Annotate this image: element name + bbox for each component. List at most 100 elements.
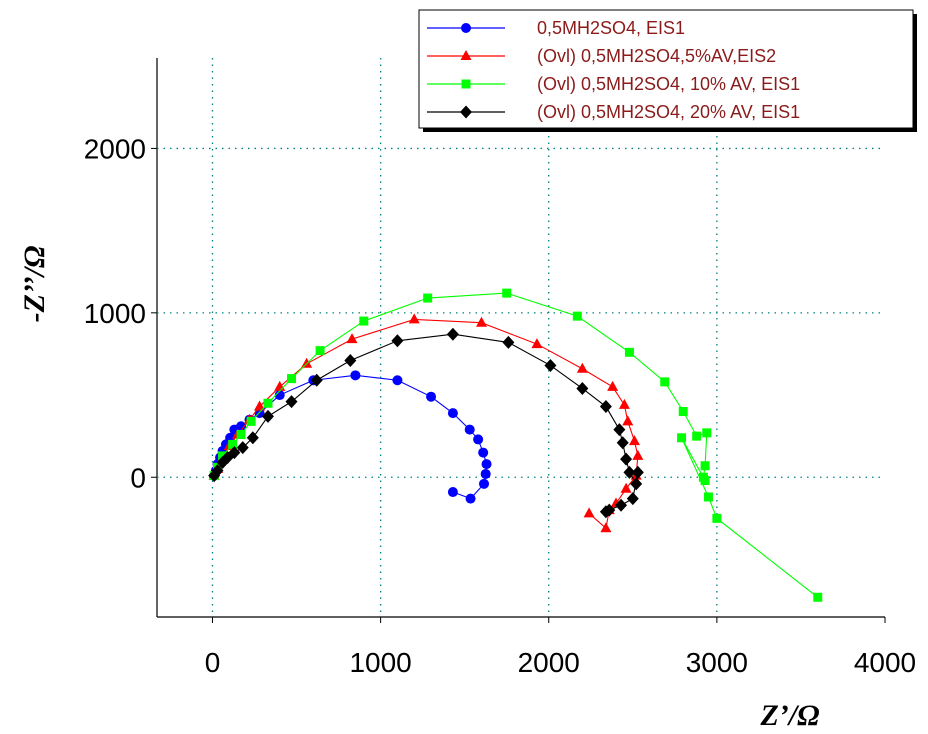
data-point bbox=[631, 465, 644, 479]
legend-item: (Ovl) 0,5MH2SO4, 20% AV, EIS1 bbox=[427, 102, 800, 122]
series-line bbox=[213, 333, 639, 513]
x-tick-label: 4000 bbox=[854, 647, 916, 678]
y-tick-label: 1000 bbox=[84, 298, 146, 329]
grid-lines bbox=[157, 58, 885, 617]
axis-ticks: 0 1000 2000 3000 4000 0 1000 2000 bbox=[84, 133, 916, 678]
x-tick-label: 2000 bbox=[518, 647, 580, 678]
data-point bbox=[285, 395, 298, 409]
data-point bbox=[254, 400, 266, 411]
legend-item: 0,5MH2SO4, EIS1 bbox=[427, 18, 685, 38]
x-tick-label: 0 bbox=[205, 647, 221, 678]
legend-box bbox=[418, 9, 914, 129]
data-point bbox=[261, 409, 274, 423]
data-point bbox=[813, 592, 823, 602]
legend-item: (Ovl) 0,5MH2SO4,5%AV,EIS2 bbox=[427, 46, 776, 66]
x-axis-title: Z’/Ω bbox=[759, 699, 819, 732]
data-point bbox=[211, 464, 224, 478]
data-point bbox=[599, 400, 612, 414]
data-point bbox=[620, 482, 632, 493]
y-axis-title: -Z’’/Ω bbox=[18, 246, 51, 323]
x-tick-label: 1000 bbox=[349, 647, 411, 678]
legend-marker bbox=[461, 23, 471, 33]
data-point bbox=[344, 354, 357, 368]
data-point bbox=[576, 362, 588, 373]
data-point bbox=[301, 357, 313, 368]
data-point bbox=[502, 335, 515, 349]
data-point bbox=[475, 316, 487, 327]
data-point bbox=[626, 492, 639, 506]
legend-marker bbox=[460, 50, 472, 60]
data-point bbox=[447, 408, 458, 419]
data-point bbox=[700, 461, 710, 471]
data-point bbox=[583, 507, 595, 518]
data-point bbox=[447, 487, 458, 498]
data-point bbox=[236, 430, 246, 440]
data-point bbox=[287, 374, 297, 384]
data-point bbox=[660, 377, 670, 387]
data-point bbox=[620, 452, 633, 466]
data-point bbox=[246, 431, 259, 445]
data-point bbox=[615, 498, 628, 512]
data-point bbox=[692, 431, 702, 441]
data-point bbox=[700, 476, 710, 486]
data-point bbox=[408, 313, 420, 324]
data-point bbox=[479, 478, 490, 489]
series-2 bbox=[208, 313, 644, 533]
x-tick-label: 3000 bbox=[686, 647, 748, 678]
data-point bbox=[346, 333, 358, 344]
data-point bbox=[618, 398, 630, 409]
series-line bbox=[213, 292, 819, 598]
data-point bbox=[600, 522, 612, 533]
series-4 bbox=[208, 327, 644, 519]
data-point bbox=[423, 293, 433, 303]
data-point bbox=[310, 373, 323, 387]
data-point bbox=[630, 477, 643, 491]
data-point bbox=[478, 447, 489, 458]
data-point bbox=[391, 334, 404, 348]
data-point bbox=[236, 441, 249, 455]
data-point bbox=[544, 358, 557, 372]
data-point bbox=[712, 513, 722, 523]
data-point bbox=[228, 439, 238, 449]
data-point bbox=[613, 423, 626, 437]
legend-item: (Ovl) 0,5MH2SO4, 10% AV, EIS1 bbox=[427, 74, 800, 94]
data-point bbox=[473, 434, 484, 445]
data-point bbox=[703, 492, 713, 502]
data-point bbox=[274, 380, 286, 391]
data-point bbox=[607, 380, 619, 391]
data-point bbox=[502, 288, 512, 298]
data-point bbox=[623, 465, 636, 479]
data-point bbox=[464, 424, 475, 435]
series-line bbox=[213, 318, 639, 530]
data-point bbox=[446, 327, 459, 341]
data-point bbox=[392, 375, 403, 386]
legend-marker bbox=[460, 105, 472, 119]
legend-marker bbox=[461, 79, 471, 89]
data-point bbox=[702, 428, 712, 438]
data-point bbox=[359, 316, 369, 326]
legend: 0,5MH2SO4, EIS1 (Ovl) 0,5MH2SO4,5%AV,EIS2… bbox=[418, 9, 917, 132]
data-point bbox=[531, 338, 543, 349]
data-point bbox=[274, 390, 285, 401]
data-point bbox=[246, 416, 256, 426]
legend-items: 0,5MH2SO4, EIS1 (Ovl) 0,5MH2SO4,5%AV,EIS2… bbox=[427, 18, 800, 122]
data-point bbox=[624, 347, 634, 357]
data-point bbox=[632, 449, 644, 460]
data-point bbox=[622, 415, 634, 426]
data-point bbox=[263, 398, 273, 408]
y-tick-label: 2000 bbox=[84, 133, 146, 164]
legend-label: 0,5MH2SO4, EIS1 bbox=[537, 18, 685, 38]
data-point bbox=[678, 406, 688, 416]
plot-frame bbox=[156, 58, 885, 618]
data-point bbox=[236, 421, 247, 432]
data-point bbox=[350, 370, 361, 381]
data-point bbox=[616, 436, 629, 450]
data-point bbox=[228, 446, 241, 460]
data-point bbox=[677, 433, 687, 443]
data-point bbox=[465, 493, 476, 504]
legend-label: (Ovl) 0,5MH2SO4,5%AV,EIS2 bbox=[537, 46, 776, 66]
legend-label: (Ovl) 0,5MH2SO4, 10% AV, EIS1 bbox=[537, 74, 800, 94]
data-point bbox=[480, 468, 491, 479]
data-point bbox=[576, 381, 589, 395]
